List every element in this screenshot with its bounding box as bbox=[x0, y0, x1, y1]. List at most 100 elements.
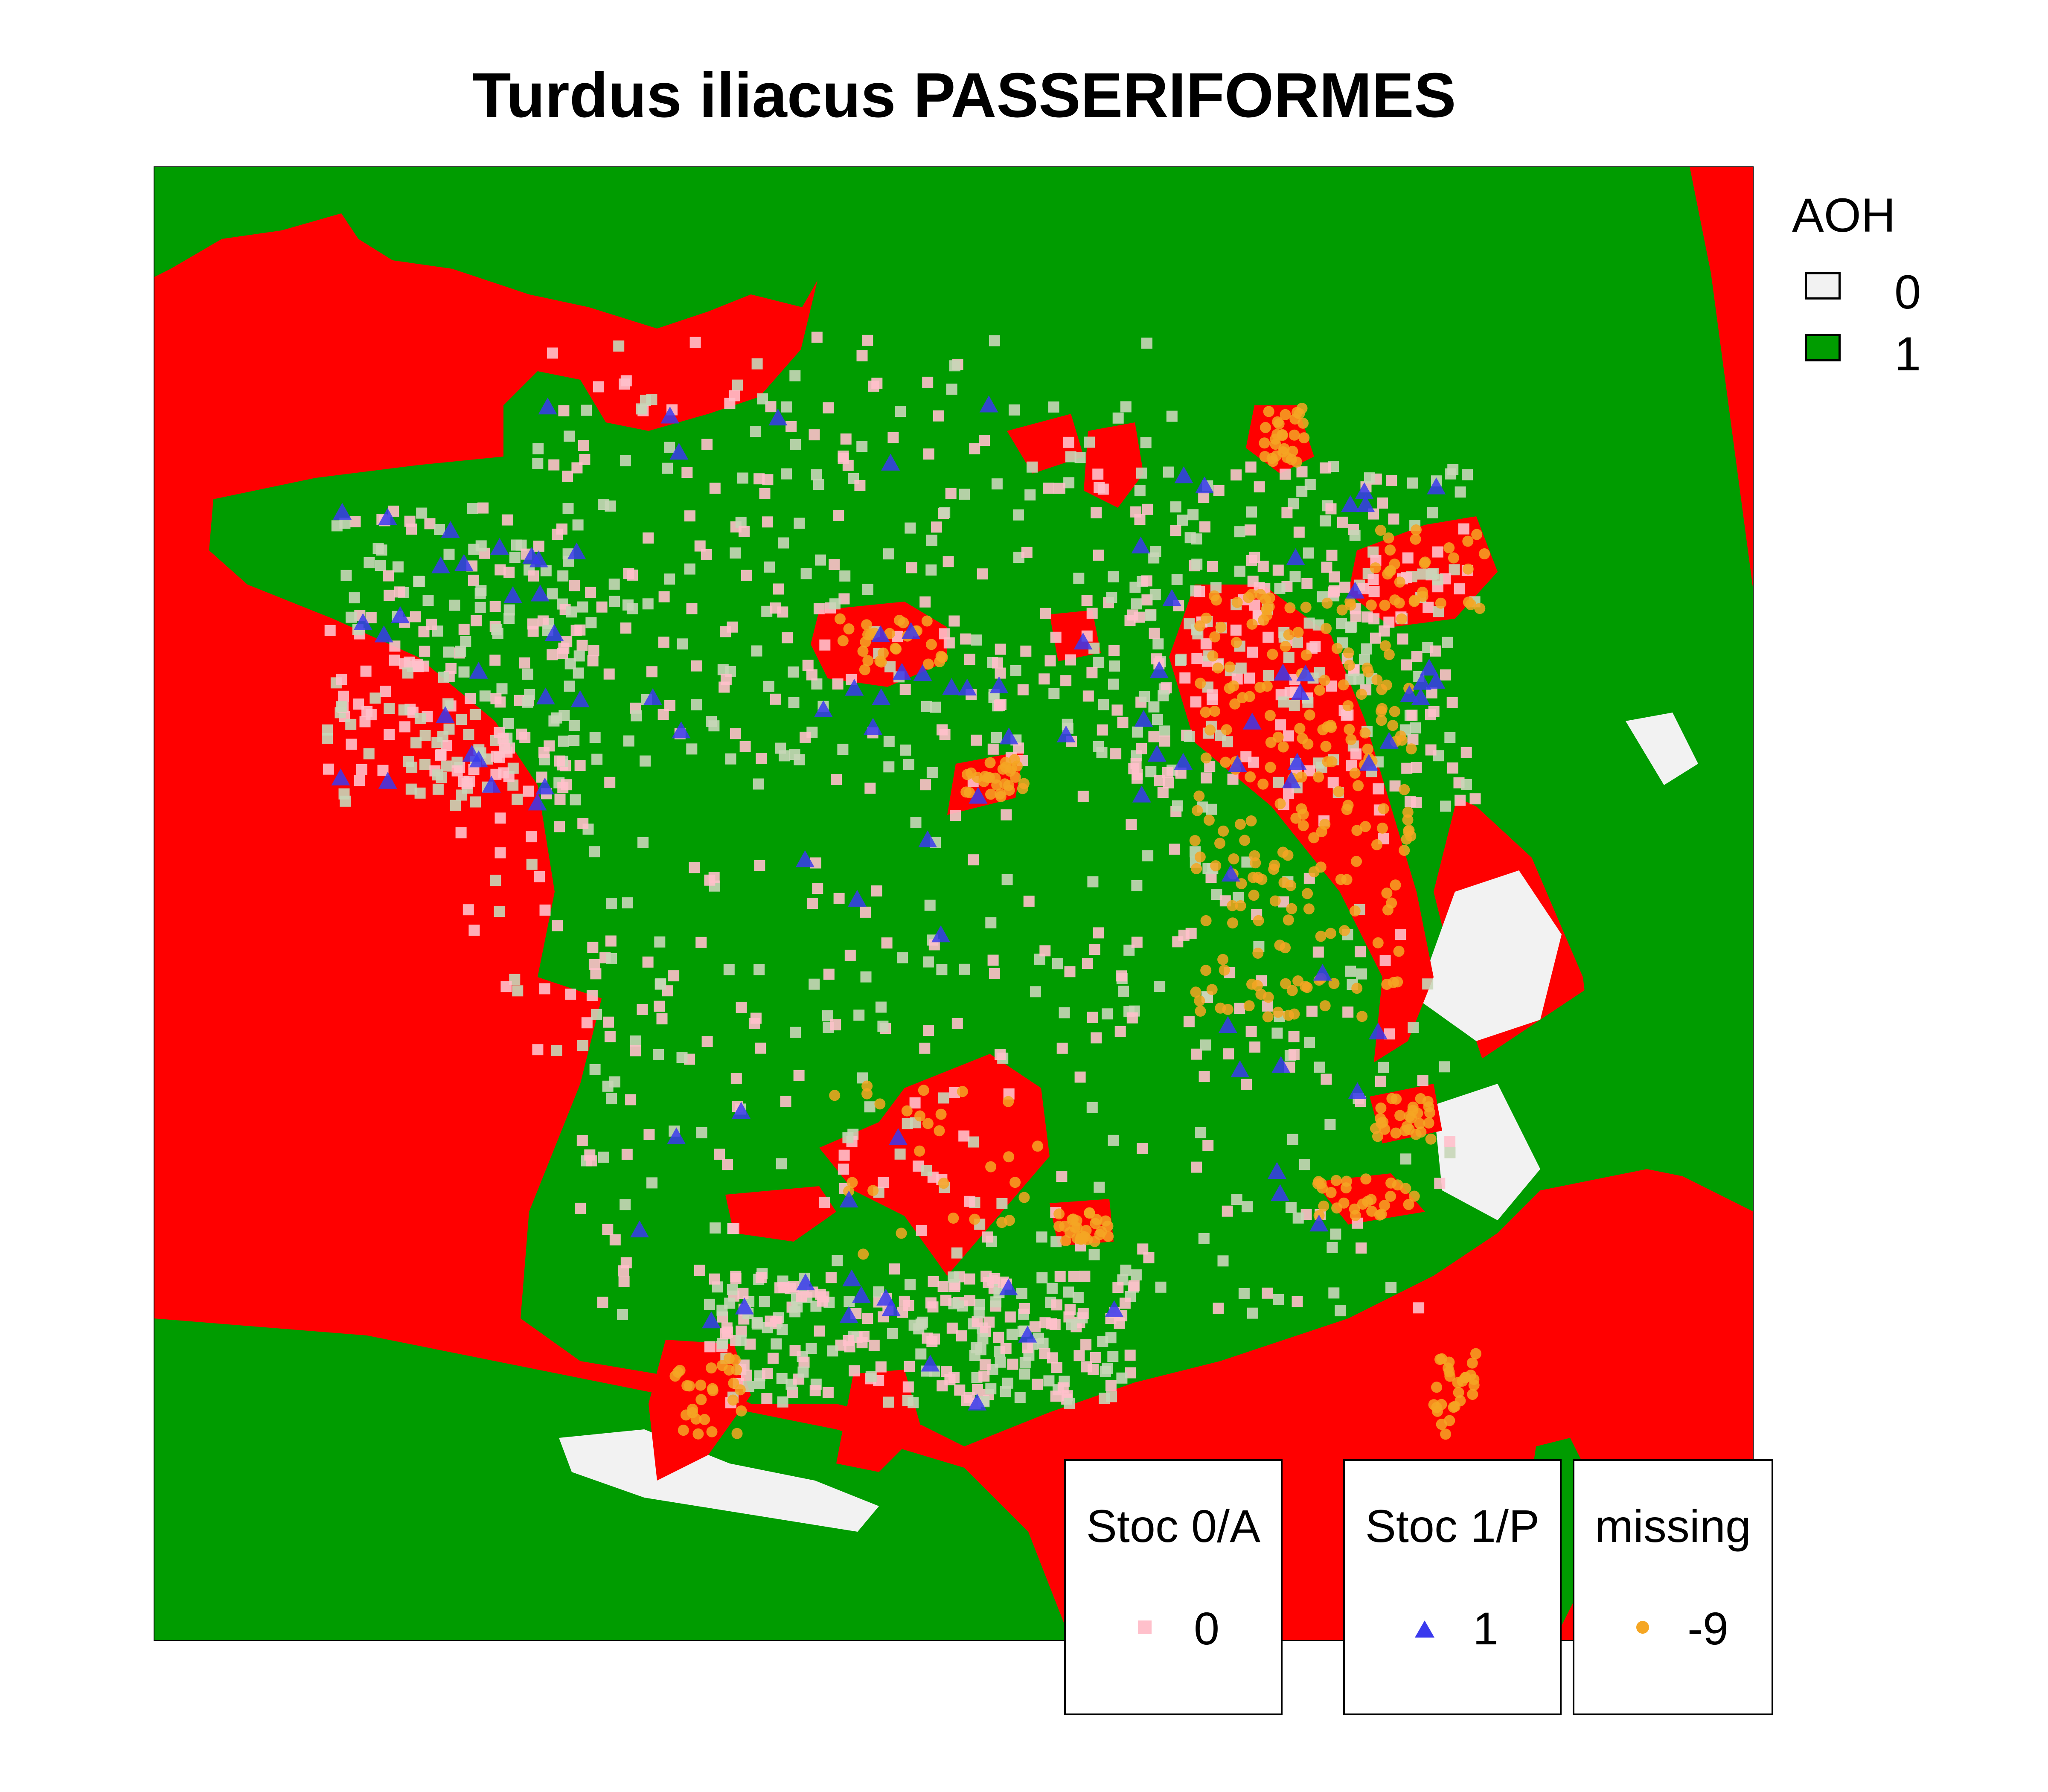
stoc-absent-point bbox=[908, 1319, 920, 1331]
stoc-absent-point bbox=[1355, 946, 1366, 957]
stoc-absent-point bbox=[1051, 1362, 1062, 1373]
missing-point bbox=[1375, 1103, 1387, 1114]
stoc-absent-point bbox=[1356, 968, 1367, 980]
stoc-absent-point bbox=[921, 1165, 932, 1176]
missing-point bbox=[1393, 597, 1405, 609]
stoc-absent-point bbox=[1130, 758, 1142, 769]
missing-point bbox=[1222, 1004, 1233, 1015]
stoc-present-point bbox=[503, 586, 523, 603]
missing-point bbox=[1408, 1190, 1420, 1202]
missing-point bbox=[1371, 674, 1383, 686]
missing-point bbox=[1351, 983, 1363, 994]
stoc-absent-point bbox=[844, 949, 856, 961]
stoc-absent-point bbox=[813, 603, 825, 614]
stoc-absent-point bbox=[750, 1012, 762, 1024]
missing-point bbox=[1218, 825, 1229, 837]
stoc-absent-point bbox=[1379, 954, 1391, 966]
stoc-absent-point bbox=[1248, 756, 1259, 768]
missing-point bbox=[1278, 443, 1290, 454]
stoc-absent-point bbox=[1213, 485, 1225, 496]
stoc-present-point bbox=[702, 1311, 721, 1329]
stoc-absent-point bbox=[622, 897, 633, 909]
stoc-absent-point bbox=[547, 347, 558, 359]
stoc-absent-point bbox=[548, 459, 560, 471]
missing-point bbox=[1264, 592, 1275, 604]
stoc-absent-point bbox=[410, 737, 422, 749]
stoc-absent-point bbox=[992, 657, 1003, 669]
stoc-absent-point bbox=[839, 570, 851, 582]
stoc-absent-point bbox=[1092, 468, 1104, 480]
stoc-absent-point bbox=[1184, 731, 1195, 742]
aoh-legend-item-1: 1 bbox=[1796, 326, 2018, 381]
missing-point bbox=[1370, 562, 1381, 573]
missing-point bbox=[707, 1383, 718, 1394]
stoc-absent-point bbox=[1321, 561, 1332, 573]
stoc-present-point bbox=[1231, 1060, 1250, 1077]
stoc-absent-point bbox=[904, 1361, 915, 1372]
stoc-absent-point bbox=[1375, 1076, 1386, 1087]
stoc-absent-point bbox=[642, 598, 654, 610]
missing-point bbox=[1366, 1205, 1378, 1217]
stoc-absent-point bbox=[730, 1273, 742, 1284]
stoc-absent-point bbox=[532, 1044, 544, 1056]
missing-point bbox=[1263, 406, 1274, 417]
stoc-absent-point bbox=[1134, 514, 1146, 525]
stoc-absent-point bbox=[432, 769, 443, 781]
stoc-absent-point bbox=[739, 741, 751, 752]
missing-point bbox=[984, 772, 995, 783]
stoc-absent-point bbox=[684, 510, 695, 522]
map-title: Turdus iliacus PASSERIFORMES bbox=[472, 60, 1456, 131]
stoc-absent-point bbox=[365, 709, 377, 721]
stoc-absent-point bbox=[1195, 1127, 1207, 1138]
stoc-present-point bbox=[522, 547, 541, 564]
missing-point bbox=[1200, 752, 1212, 764]
stoc-absent-point bbox=[496, 683, 508, 695]
stoc-absent-point bbox=[1272, 564, 1284, 576]
missing-point bbox=[1379, 599, 1391, 611]
stoc-absent-point bbox=[813, 479, 824, 490]
missing-point bbox=[857, 646, 869, 657]
stoc-absent-point bbox=[376, 544, 387, 556]
stoc-absent-point bbox=[1098, 699, 1109, 710]
stoc-absent-point bbox=[794, 518, 805, 529]
stoc-absent-point bbox=[831, 774, 842, 785]
stoc-absent-point bbox=[631, 710, 642, 721]
stoc-absent-point bbox=[989, 335, 1000, 346]
missing-point bbox=[681, 1380, 693, 1391]
missing-point bbox=[1195, 678, 1206, 689]
missing-point bbox=[1003, 1151, 1015, 1163]
stoc-absent-point bbox=[369, 692, 381, 704]
stoc-absent-point bbox=[464, 775, 475, 787]
stoc-absent-point bbox=[720, 1328, 731, 1340]
stoc-absent-point bbox=[964, 1273, 975, 1285]
stoc-absent-point bbox=[676, 1052, 688, 1063]
missing-point bbox=[859, 664, 870, 675]
missing-point bbox=[1219, 964, 1230, 976]
missing-point bbox=[1339, 925, 1350, 937]
missing-point bbox=[1215, 622, 1227, 633]
stoc-absent-point bbox=[613, 340, 625, 352]
missing-point bbox=[834, 613, 846, 625]
stoc-absent-point bbox=[1312, 946, 1324, 958]
stoc-absent-point bbox=[757, 393, 768, 404]
stoc-absent-point bbox=[456, 714, 467, 725]
stoc-absent-point bbox=[1330, 1228, 1341, 1240]
stoc-present-point bbox=[881, 1299, 901, 1316]
stoc-present-point bbox=[378, 508, 397, 525]
stoc-absent-point bbox=[593, 381, 604, 393]
stoc-absent-point bbox=[579, 454, 591, 465]
stoc-absent-point bbox=[519, 657, 530, 669]
stoc-absent-point bbox=[691, 660, 702, 672]
missing-point bbox=[874, 1098, 886, 1110]
stoc-absent-point bbox=[920, 779, 931, 791]
stoc-absent-point bbox=[658, 591, 670, 602]
stoc-present-point bbox=[536, 687, 555, 704]
missing-point bbox=[894, 614, 905, 626]
aoh-legend-label: 1 bbox=[1894, 327, 1921, 381]
stoc-absent-point bbox=[902, 1381, 914, 1393]
stoc-absent-point bbox=[1245, 1026, 1257, 1037]
stoc-absent-point bbox=[1132, 772, 1143, 784]
missing-point bbox=[1286, 985, 1298, 996]
stoc-absent-point bbox=[587, 655, 599, 666]
stoc-present-point bbox=[1228, 755, 1247, 772]
